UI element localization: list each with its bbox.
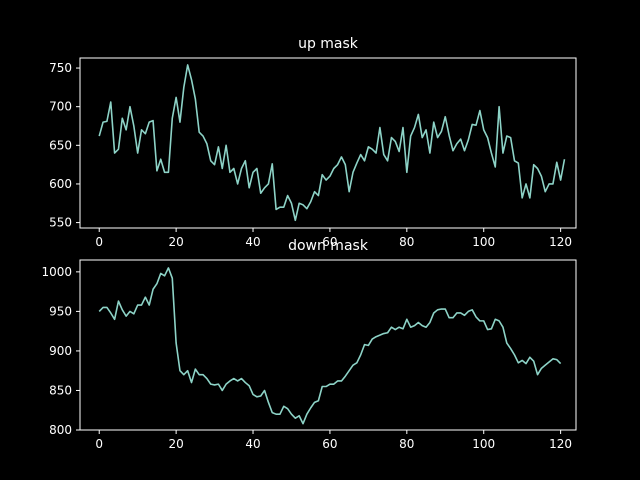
series-line [98, 267, 562, 425]
x-tick-label: 100 [472, 437, 495, 451]
x-tick-label: 40 [245, 437, 260, 451]
x-tick-label: 40 [245, 235, 260, 249]
chart-title: down mask [288, 238, 369, 254]
axes-frame [79, 57, 577, 229]
y-tick-label: 900 [49, 344, 72, 358]
x-tick-label: 120 [549, 235, 572, 249]
x-tick-label: 20 [168, 235, 183, 249]
y-tick-label: 700 [49, 100, 72, 114]
series-line [98, 64, 566, 222]
y-tick-label: 850 [49, 383, 72, 397]
x-tick-label: 80 [399, 235, 414, 249]
x-tick-label: 60 [322, 437, 337, 451]
x-tick-label: 100 [472, 235, 495, 249]
axes-frame [79, 259, 577, 431]
x-tick-label: 120 [549, 437, 572, 451]
y-tick-label: 1000 [41, 265, 72, 279]
x-tick-label: 80 [399, 437, 414, 451]
y-tick-label: 750 [49, 61, 72, 75]
y-tick-label: 550 [49, 216, 72, 230]
x-tick-label: 0 [95, 235, 103, 249]
chart-1: up mask 0 20 40 60 80 100 120 550 600 650 700 750 [49, 36, 577, 249]
y-tick-label: 950 [49, 304, 72, 318]
chart-title: up mask [298, 36, 359, 52]
y-tick-label: 600 [49, 177, 72, 191]
y-tick-label: 650 [49, 138, 72, 152]
x-tick-label: 0 [95, 437, 103, 451]
x-tick-label: 60 [322, 235, 337, 249]
y-tick-label: 800 [49, 423, 72, 437]
x-tick-label: 20 [168, 437, 183, 451]
